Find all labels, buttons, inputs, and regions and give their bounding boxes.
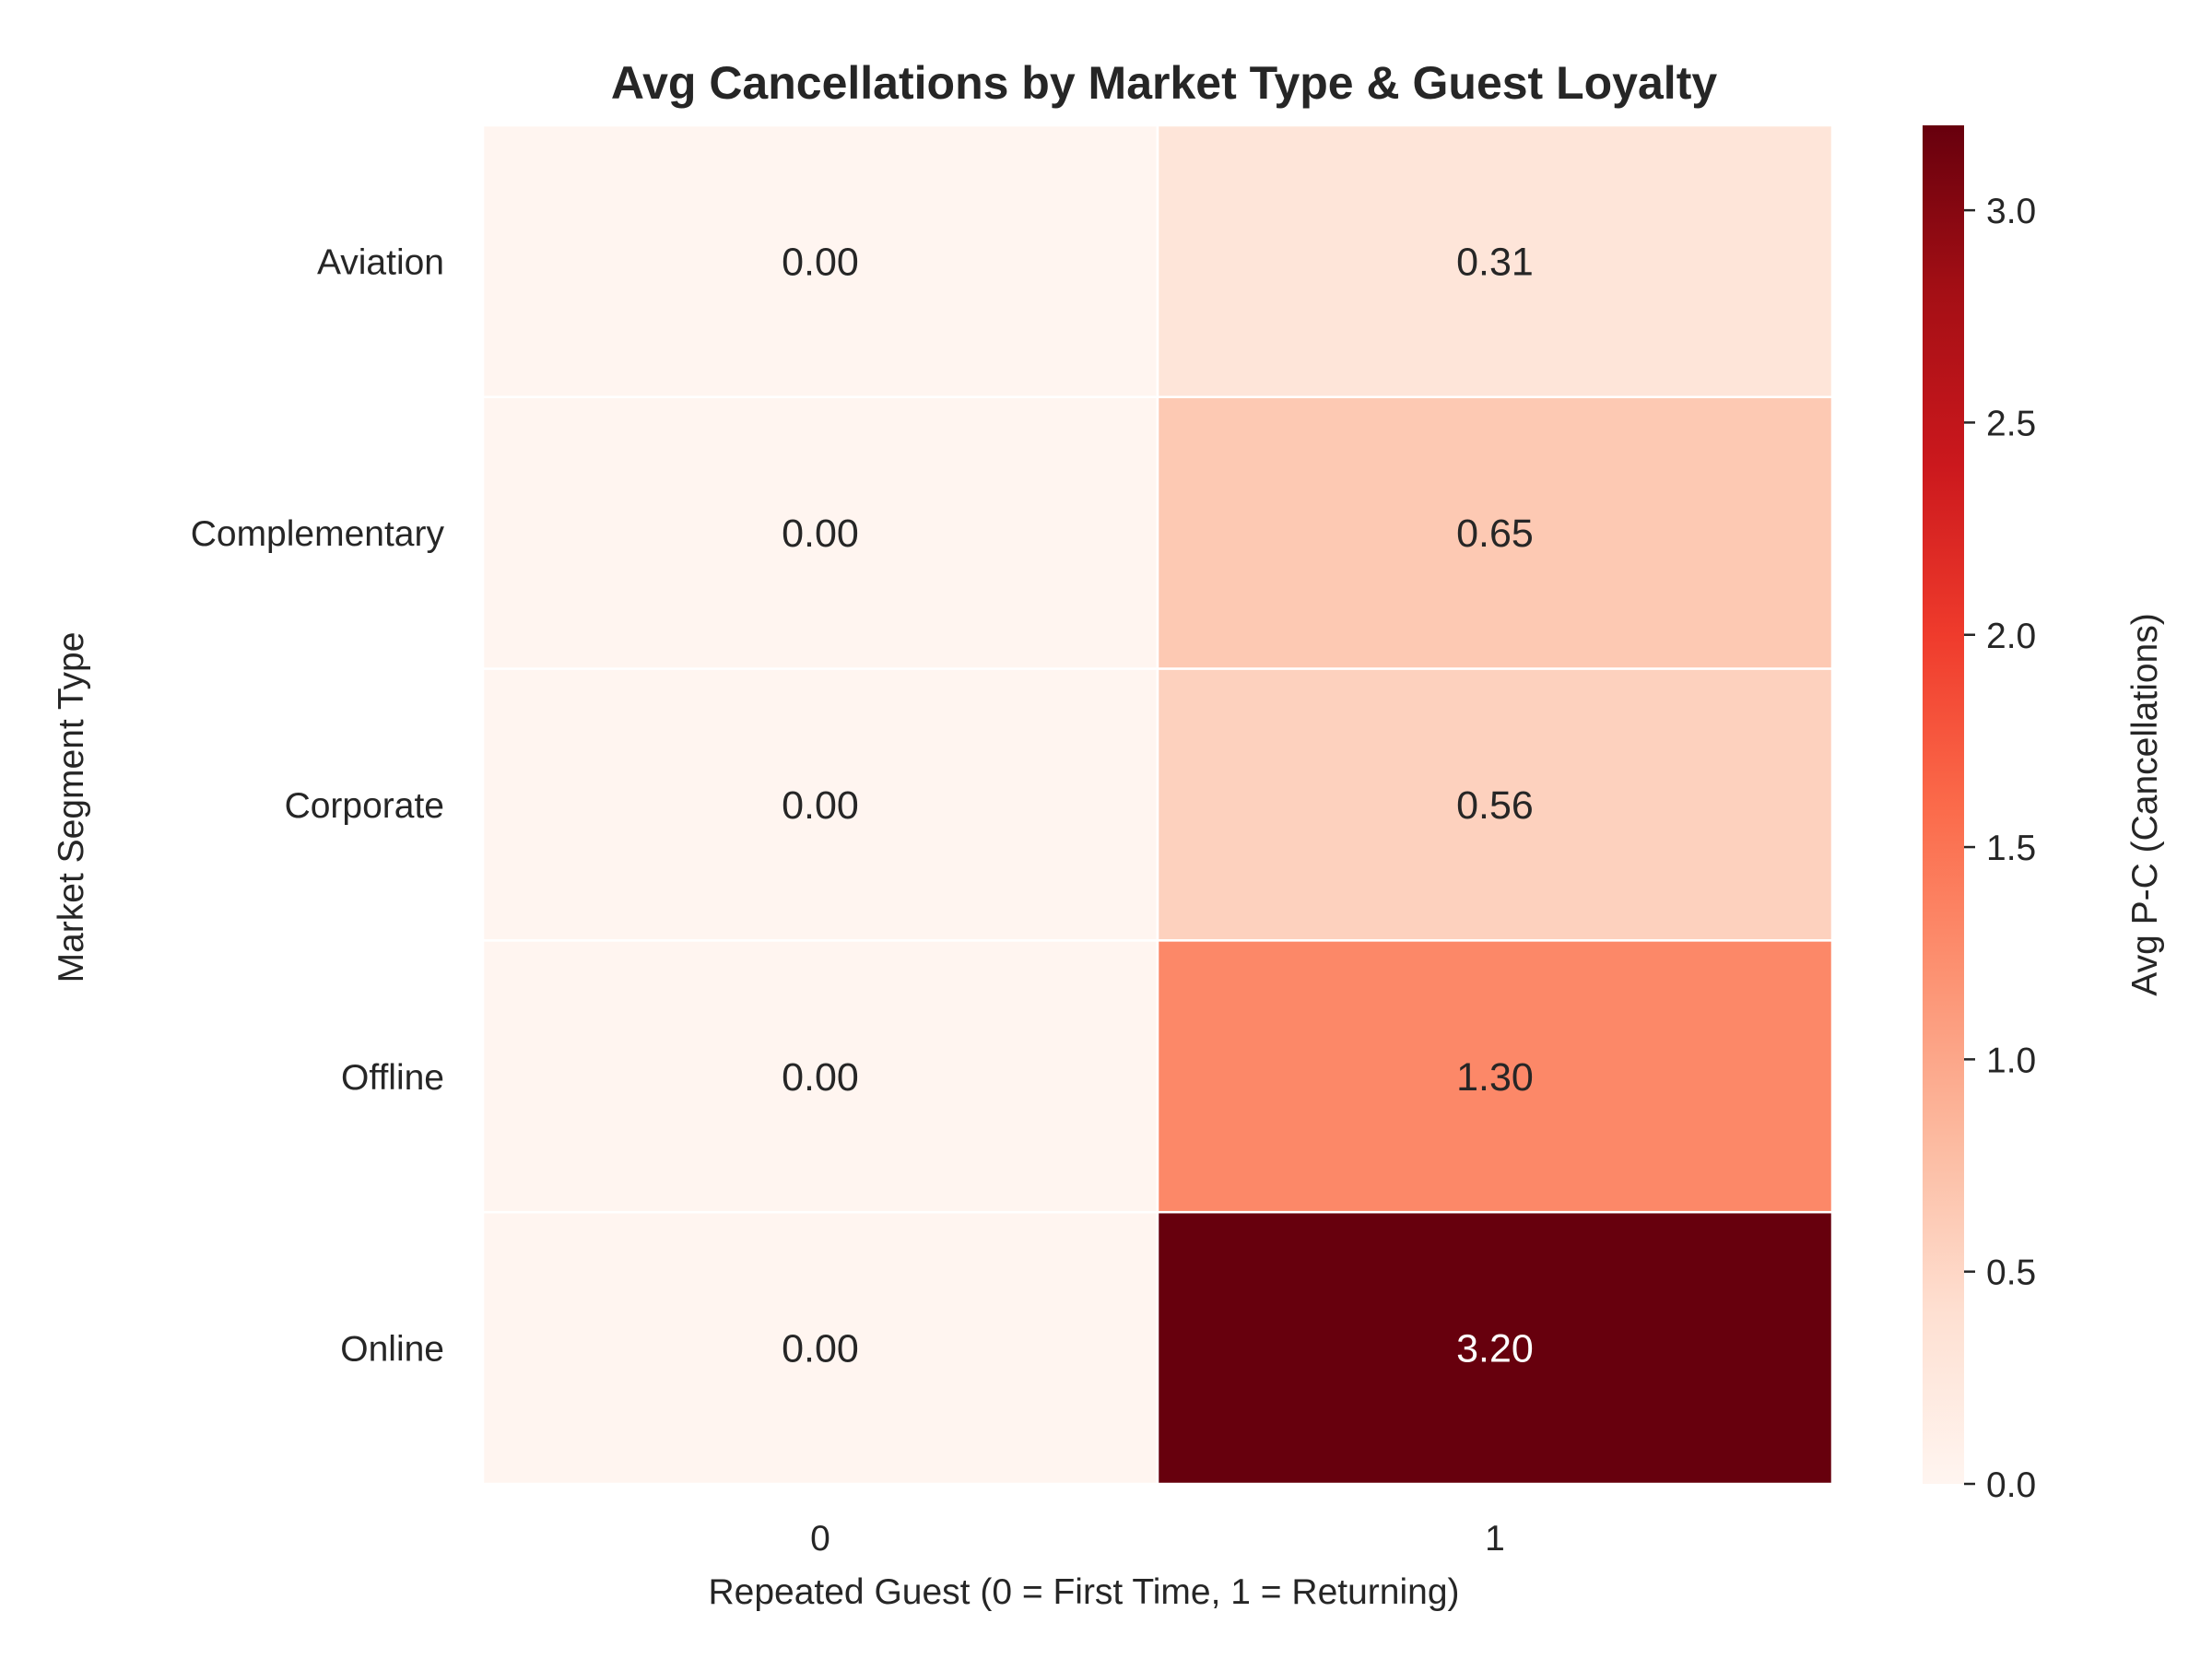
y-tick-labels: Aviation Complementary Corporate Offline Onl… — [191, 242, 445, 1369]
colorbar-tick-label: 3.0 — [1986, 192, 2036, 231]
heatmap-cell — [481, 667, 1159, 942]
heatmap-cell — [481, 1210, 1159, 1486]
cell-value-label: 0.00 — [782, 1055, 859, 1100]
cell-value-label: 1.30 — [1456, 1055, 1534, 1100]
cell-value-label: 0.56 — [1456, 783, 1534, 828]
x-axis-label: Repeated Guest (0 = First Time, 1 = Retu… — [708, 1572, 1459, 1612]
colorbar-tick-label: 1.5 — [1986, 829, 2036, 868]
y-tick-label: Aviation — [317, 242, 444, 282]
y-tick-label: Complementary — [191, 514, 445, 554]
y-tick-label: Offline — [341, 1058, 444, 1098]
y-axis-label: Market Segment Type — [52, 632, 91, 983]
cell-value-label: 0.00 — [782, 783, 859, 828]
heatmap-cell — [1156, 124, 1834, 399]
colorbar-ticks: 0.0 0.5 1.0 1.5 2.0 2.5 3.0 — [1964, 192, 2036, 1505]
colorbar-tick-label: 0.0 — [1986, 1465, 2036, 1505]
colorbar-tick-label: 0.5 — [1986, 1253, 2036, 1293]
y-tick-label: Corporate — [285, 786, 444, 826]
x-tick-label: 1 — [1485, 1519, 1505, 1559]
cell-value-label: 0.31 — [1456, 240, 1534, 284]
heatmap-cell — [1156, 1210, 1834, 1486]
colorbar — [1923, 125, 1964, 1484]
heatmap-cell — [1156, 395, 1834, 670]
colorbar-label: Avg P-C (Cancellations) — [2125, 613, 2165, 995]
colorbar-tick-label: 1.0 — [1986, 1041, 2036, 1080]
colorbar-tick-label: 2.5 — [1986, 404, 2036, 443]
heatmap-cell — [1156, 939, 1834, 1214]
cell-value-label: 0.00 — [782, 240, 859, 284]
cell-value-label: 3.20 — [1456, 1327, 1534, 1371]
heatmap-cell — [481, 395, 1159, 670]
cell-value-label: 0.00 — [782, 512, 859, 556]
heatmap-cell — [481, 124, 1159, 399]
cell-value-label: 0.65 — [1456, 512, 1534, 556]
x-tick-label: 0 — [810, 1519, 830, 1559]
colorbar-tick-label: 2.0 — [1986, 617, 2036, 656]
heatmap-cell — [1156, 667, 1834, 942]
heatmap-cell — [481, 939, 1159, 1214]
heatmap-cells: 0.00 0.31 0.00 0.65 0.00 0.56 0.00 1.30 0.00 3.20 — [481, 124, 1834, 1486]
cell-value-label: 0.00 — [782, 1327, 859, 1371]
y-tick-label: Online — [340, 1330, 444, 1370]
chart-title: Avg Cancellations by Market Type & Guest… — [611, 57, 1718, 109]
